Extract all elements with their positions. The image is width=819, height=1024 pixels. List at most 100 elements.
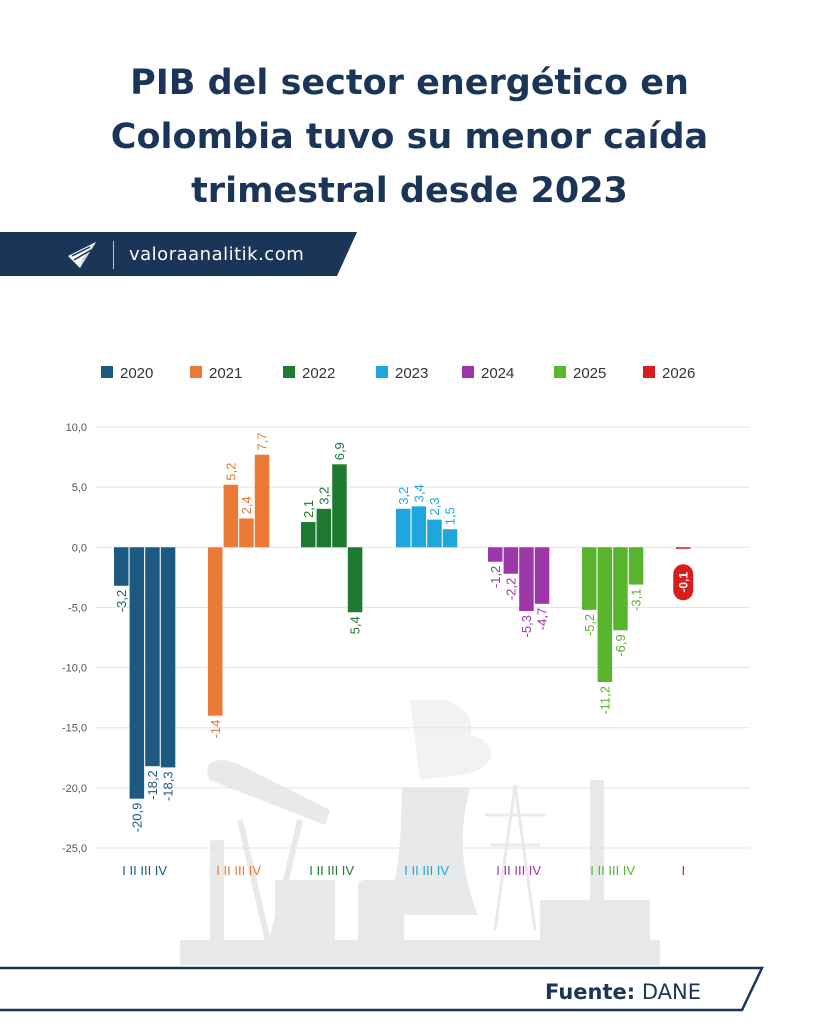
energy-industry-watermark bbox=[180, 700, 660, 965]
data-label: -3,2 bbox=[114, 590, 129, 612]
quarter-label-group: I II III IV bbox=[216, 863, 261, 878]
title-line-2: Colombia tuvo su menor caída bbox=[110, 117, 709, 157]
legend-label: 2026 bbox=[662, 365, 695, 382]
legend-label: 2024 bbox=[481, 365, 514, 382]
data-label: 2,3 bbox=[427, 498, 442, 516]
legend-swatch bbox=[643, 366, 655, 378]
data-label: -11,2 bbox=[597, 686, 612, 715]
bar bbox=[316, 508, 332, 548]
title-line-3: trimestral desde 2023 bbox=[191, 171, 628, 211]
bar bbox=[613, 547, 628, 631]
bar bbox=[347, 547, 363, 613]
chart-legend: 2020 2021 2022 2023 2024 2025 2026 bbox=[101, 365, 695, 382]
chart-data-labels: -3,2-20,9-18,2 -18,3-145,22,47,72,13,26,9… bbox=[114, 433, 694, 833]
brand-separator bbox=[113, 241, 114, 269]
source-label: Fuente: bbox=[545, 980, 636, 1004]
source-value: DANE bbox=[641, 980, 701, 1004]
data-label: 2,4 bbox=[239, 496, 254, 514]
quarter-label-group: I II III IV bbox=[404, 863, 449, 878]
legend-label: 2025 bbox=[573, 365, 606, 382]
y-tick-label: -5,0 bbox=[68, 602, 87, 614]
y-tick-label: -25,0 bbox=[62, 843, 87, 855]
title-line-1: PIB del sector energético en bbox=[130, 63, 689, 103]
bar bbox=[254, 454, 270, 548]
bar bbox=[488, 547, 503, 562]
data-label: 3,4 bbox=[411, 484, 426, 502]
brand-banner-shape bbox=[0, 232, 357, 276]
footer-frame bbox=[0, 966, 764, 1012]
y-tick-label: -20,0 bbox=[62, 783, 87, 795]
data-label: 3,2 bbox=[316, 487, 331, 505]
legend-label: 2022 bbox=[302, 365, 335, 382]
chart-bars bbox=[114, 454, 691, 799]
y-tick-label: 0,0 bbox=[72, 542, 87, 554]
data-label: 5,2 bbox=[223, 463, 238, 481]
data-label: -4,7 bbox=[535, 608, 550, 630]
bar bbox=[411, 506, 427, 548]
data-label: -3,1 bbox=[629, 589, 644, 611]
y-tick-label: -15,0 bbox=[62, 723, 87, 735]
legend-label: 2020 bbox=[120, 365, 153, 382]
bar bbox=[519, 547, 534, 612]
brand-banner bbox=[0, 232, 357, 276]
y-axis: 10,0 5,0 0,0 -5,0 -10,0 -15,0 -20,0 -25,0 bbox=[62, 422, 87, 855]
bar bbox=[628, 547, 644, 585]
data-label: -5,2 bbox=[582, 614, 597, 636]
data-label-badge bbox=[673, 564, 694, 601]
legend-swatch bbox=[101, 366, 113, 378]
legend-label: 2021 bbox=[209, 365, 242, 382]
bar bbox=[301, 522, 316, 548]
y-tick-label: 5,0 bbox=[72, 482, 87, 494]
data-label: -14 bbox=[208, 720, 223, 739]
legend-swatch bbox=[376, 366, 388, 378]
data-label: 5,4 bbox=[348, 616, 363, 634]
y-tick-label: 10,0 bbox=[66, 422, 87, 434]
quarter-label-group: I bbox=[681, 863, 685, 878]
x-axis-quarter-labels: I II III IV I II III IV I II III IV I II II… bbox=[122, 863, 685, 878]
data-label: -1,2 bbox=[488, 566, 503, 588]
data-label: -18,2 bbox=[145, 770, 160, 800]
bar bbox=[114, 547, 129, 586]
y-tick-label: -10,0 bbox=[62, 663, 87, 675]
legend-swatch bbox=[190, 366, 202, 378]
legend-swatch bbox=[462, 366, 474, 378]
data-label: -2,2 bbox=[503, 578, 518, 600]
data-label: -18,3 bbox=[161, 771, 176, 801]
bar bbox=[223, 484, 239, 548]
bar bbox=[427, 519, 442, 548]
data-label: 6,9 bbox=[332, 442, 347, 460]
data-label: -6,9 bbox=[613, 634, 628, 656]
bar bbox=[129, 547, 145, 799]
bar bbox=[597, 547, 613, 683]
data-label: 7,7 bbox=[255, 433, 270, 451]
bar bbox=[239, 518, 254, 548]
bar bbox=[208, 547, 223, 716]
bar bbox=[160, 547, 176, 768]
paper-plane-logo-icon bbox=[68, 242, 96, 268]
legend-swatch bbox=[554, 366, 566, 378]
data-label: -0,1 bbox=[676, 572, 690, 593]
quarter-label-group: I II III IV bbox=[309, 863, 354, 878]
legend-swatch bbox=[283, 366, 295, 378]
data-label: -20,9 bbox=[129, 803, 144, 833]
page-title: PIB del sector energético en Colombia tu… bbox=[0, 56, 819, 218]
quarter-label-group: I II III IV bbox=[496, 863, 541, 878]
bar bbox=[503, 547, 519, 574]
bar bbox=[582, 547, 597, 610]
quarter-label-group: I II III IV bbox=[590, 863, 635, 878]
brand-website: valoraanalitik.com bbox=[129, 244, 305, 265]
source-note: Fuente: DANE bbox=[545, 980, 701, 1004]
bar bbox=[332, 464, 347, 548]
bar bbox=[442, 529, 458, 548]
data-label: -5,3 bbox=[519, 615, 534, 637]
bar bbox=[534, 547, 550, 604]
bar bbox=[676, 547, 691, 549]
data-label: 3,2 bbox=[396, 487, 411, 505]
bar bbox=[396, 508, 411, 548]
data-label: 2,1 bbox=[301, 500, 316, 518]
data-label: 1,5 bbox=[443, 507, 458, 525]
chart-grid bbox=[95, 426, 750, 849]
quarter-label-group: I II III IV bbox=[122, 863, 167, 878]
bar-chart: 2020 2021 2022 2023 2024 2025 2026 10,0 5,0 0,0 -… bbox=[62, 365, 750, 878]
bar bbox=[145, 547, 160, 767]
